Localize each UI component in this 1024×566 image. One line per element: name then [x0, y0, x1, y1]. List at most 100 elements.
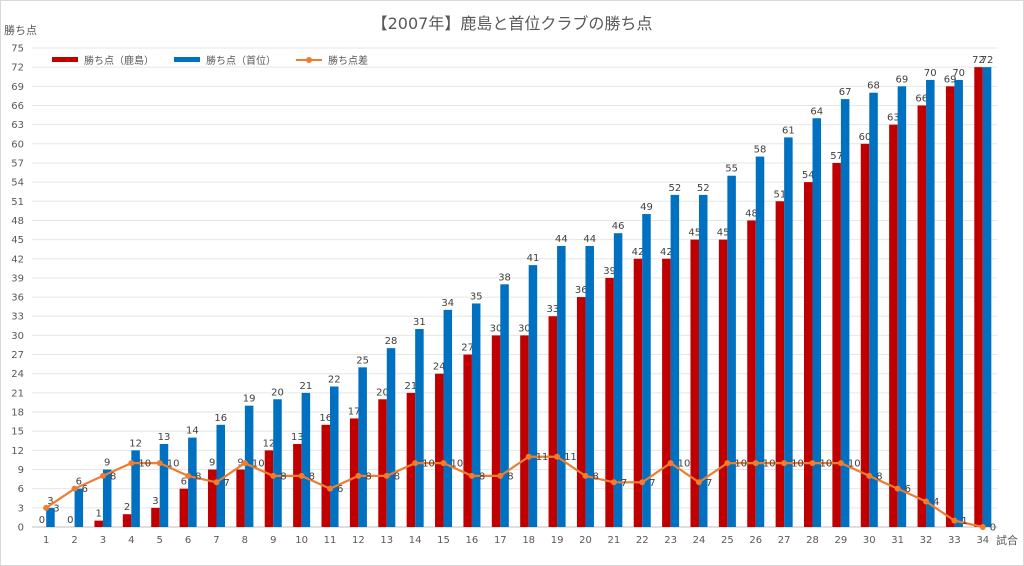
data-label-kashima: 63 — [887, 113, 900, 124]
data-label-kashima: 27 — [461, 343, 474, 354]
x-tick-label: 25 — [721, 535, 734, 546]
data-label-kashima: 0 — [39, 515, 45, 526]
bar-kashima — [633, 258, 643, 527]
bar-kashima — [94, 520, 103, 527]
data-label-kashima: 3 — [152, 496, 158, 507]
y-tick-label: 0 — [18, 523, 24, 534]
y-tick-label: 12 — [11, 446, 24, 457]
bar-leader — [415, 329, 424, 527]
legend-label-leader: 勝ち点（首位） — [206, 56, 276, 67]
data-label-diff: 8 — [365, 471, 371, 482]
data-label-diff: 10 — [848, 459, 861, 470]
data-label-diff: 7 — [706, 478, 712, 489]
bar-leader — [585, 245, 594, 527]
bar-leader — [301, 392, 311, 527]
y-tick-label: 51 — [11, 197, 24, 208]
x-tick-label: 22 — [636, 535, 649, 546]
point-diff — [241, 460, 248, 467]
data-label-kashima: 24 — [433, 362, 446, 373]
bar-kashima — [576, 297, 586, 527]
point-diff — [866, 472, 873, 479]
data-label-diff: 4 — [933, 497, 939, 508]
data-label-diff: 8 — [280, 471, 286, 482]
data-label-kashima: 17 — [348, 406, 361, 417]
bar-kashima — [662, 258, 671, 527]
x-tick-label: 18 — [522, 535, 535, 546]
bar-kashima — [605, 277, 614, 527]
data-label-kashima: 13 — [291, 432, 304, 443]
point-diff — [923, 498, 930, 505]
x-tick-label: 14 — [409, 535, 422, 546]
bar-kashima — [775, 201, 785, 527]
data-label-leader: 13 — [158, 432, 171, 443]
legend-label-diff: 勝ち点差 — [328, 56, 368, 67]
bar-leader — [216, 424, 225, 527]
data-label-leader: 46 — [612, 221, 625, 232]
bar-leader — [698, 194, 708, 528]
bar-kashima — [236, 469, 245, 527]
data-label-diff: 8 — [195, 471, 201, 482]
point-diff — [440, 460, 447, 467]
data-label-diff: 1 — [961, 516, 967, 527]
bar-leader — [46, 507, 55, 527]
point-diff — [43, 504, 50, 511]
data-label-diff: 3 — [53, 503, 59, 514]
y-tick-label: 72 — [11, 63, 24, 74]
point-diff — [695, 479, 702, 486]
x-tick-label: 33 — [948, 535, 961, 546]
bar-leader — [244, 405, 254, 527]
bar-leader — [358, 367, 367, 527]
point-diff — [894, 485, 901, 492]
data-label-diff: 7 — [649, 478, 655, 489]
point-diff — [525, 453, 532, 460]
x-tick-label: 32 — [920, 535, 933, 546]
data-label-kashima: 0 — [67, 515, 73, 526]
y-tick-label: 3 — [18, 503, 24, 514]
data-label-leader: 70 — [924, 68, 937, 79]
bar-kashima — [747, 220, 756, 527]
data-label-leader: 22 — [328, 374, 341, 385]
bar-leader — [869, 92, 878, 527]
data-label-diff: 6 — [82, 484, 88, 495]
bar-leader — [131, 450, 140, 527]
bar-leader — [330, 386, 339, 527]
data-label-leader: 25 — [356, 355, 369, 366]
bar-kashima — [548, 316, 558, 527]
point-diff — [752, 460, 759, 467]
data-label-leader: 67 — [839, 87, 852, 98]
y-tick-label: 36 — [11, 293, 24, 304]
data-label-kashima: 16 — [319, 413, 332, 424]
point-diff — [781, 460, 788, 467]
x-tick-label: 31 — [891, 535, 904, 546]
bar-leader — [528, 265, 538, 527]
y-tick-label: 54 — [11, 178, 24, 189]
data-label-leader: 68 — [867, 81, 880, 92]
y-tick-label: 42 — [11, 254, 24, 265]
data-label-diff: 10 — [820, 459, 833, 470]
bar-kashima — [207, 469, 217, 527]
point-diff — [610, 479, 617, 486]
x-tick-label: 3 — [100, 535, 106, 546]
data-label-leader: 69 — [896, 74, 909, 85]
bar-leader — [670, 194, 680, 528]
data-label-leader: 58 — [754, 145, 767, 156]
point-diff — [724, 460, 731, 467]
x-tick-label: 7 — [213, 535, 219, 546]
bar-kashima — [406, 392, 416, 527]
data-label-kashima: 1 — [96, 509, 102, 520]
data-label-kashima: 33 — [546, 304, 559, 315]
legend-item-kashima: 勝ち点（鹿島） — [52, 52, 154, 67]
bar-leader — [897, 86, 907, 527]
data-label-kashima: 6 — [181, 477, 187, 488]
data-label-kashima: 12 — [263, 438, 276, 449]
y-tick-label: 21 — [11, 388, 24, 399]
y-tick-label: 60 — [11, 139, 24, 150]
data-label-diff: 10 — [167, 459, 180, 470]
data-label-kashima: 45 — [717, 228, 730, 239]
data-label-leader: 16 — [214, 413, 227, 424]
x-tick-label: 15 — [437, 535, 450, 546]
data-label-leader: 49 — [640, 202, 653, 213]
point-diff — [951, 517, 958, 524]
data-label-kashima: 60 — [859, 132, 872, 143]
